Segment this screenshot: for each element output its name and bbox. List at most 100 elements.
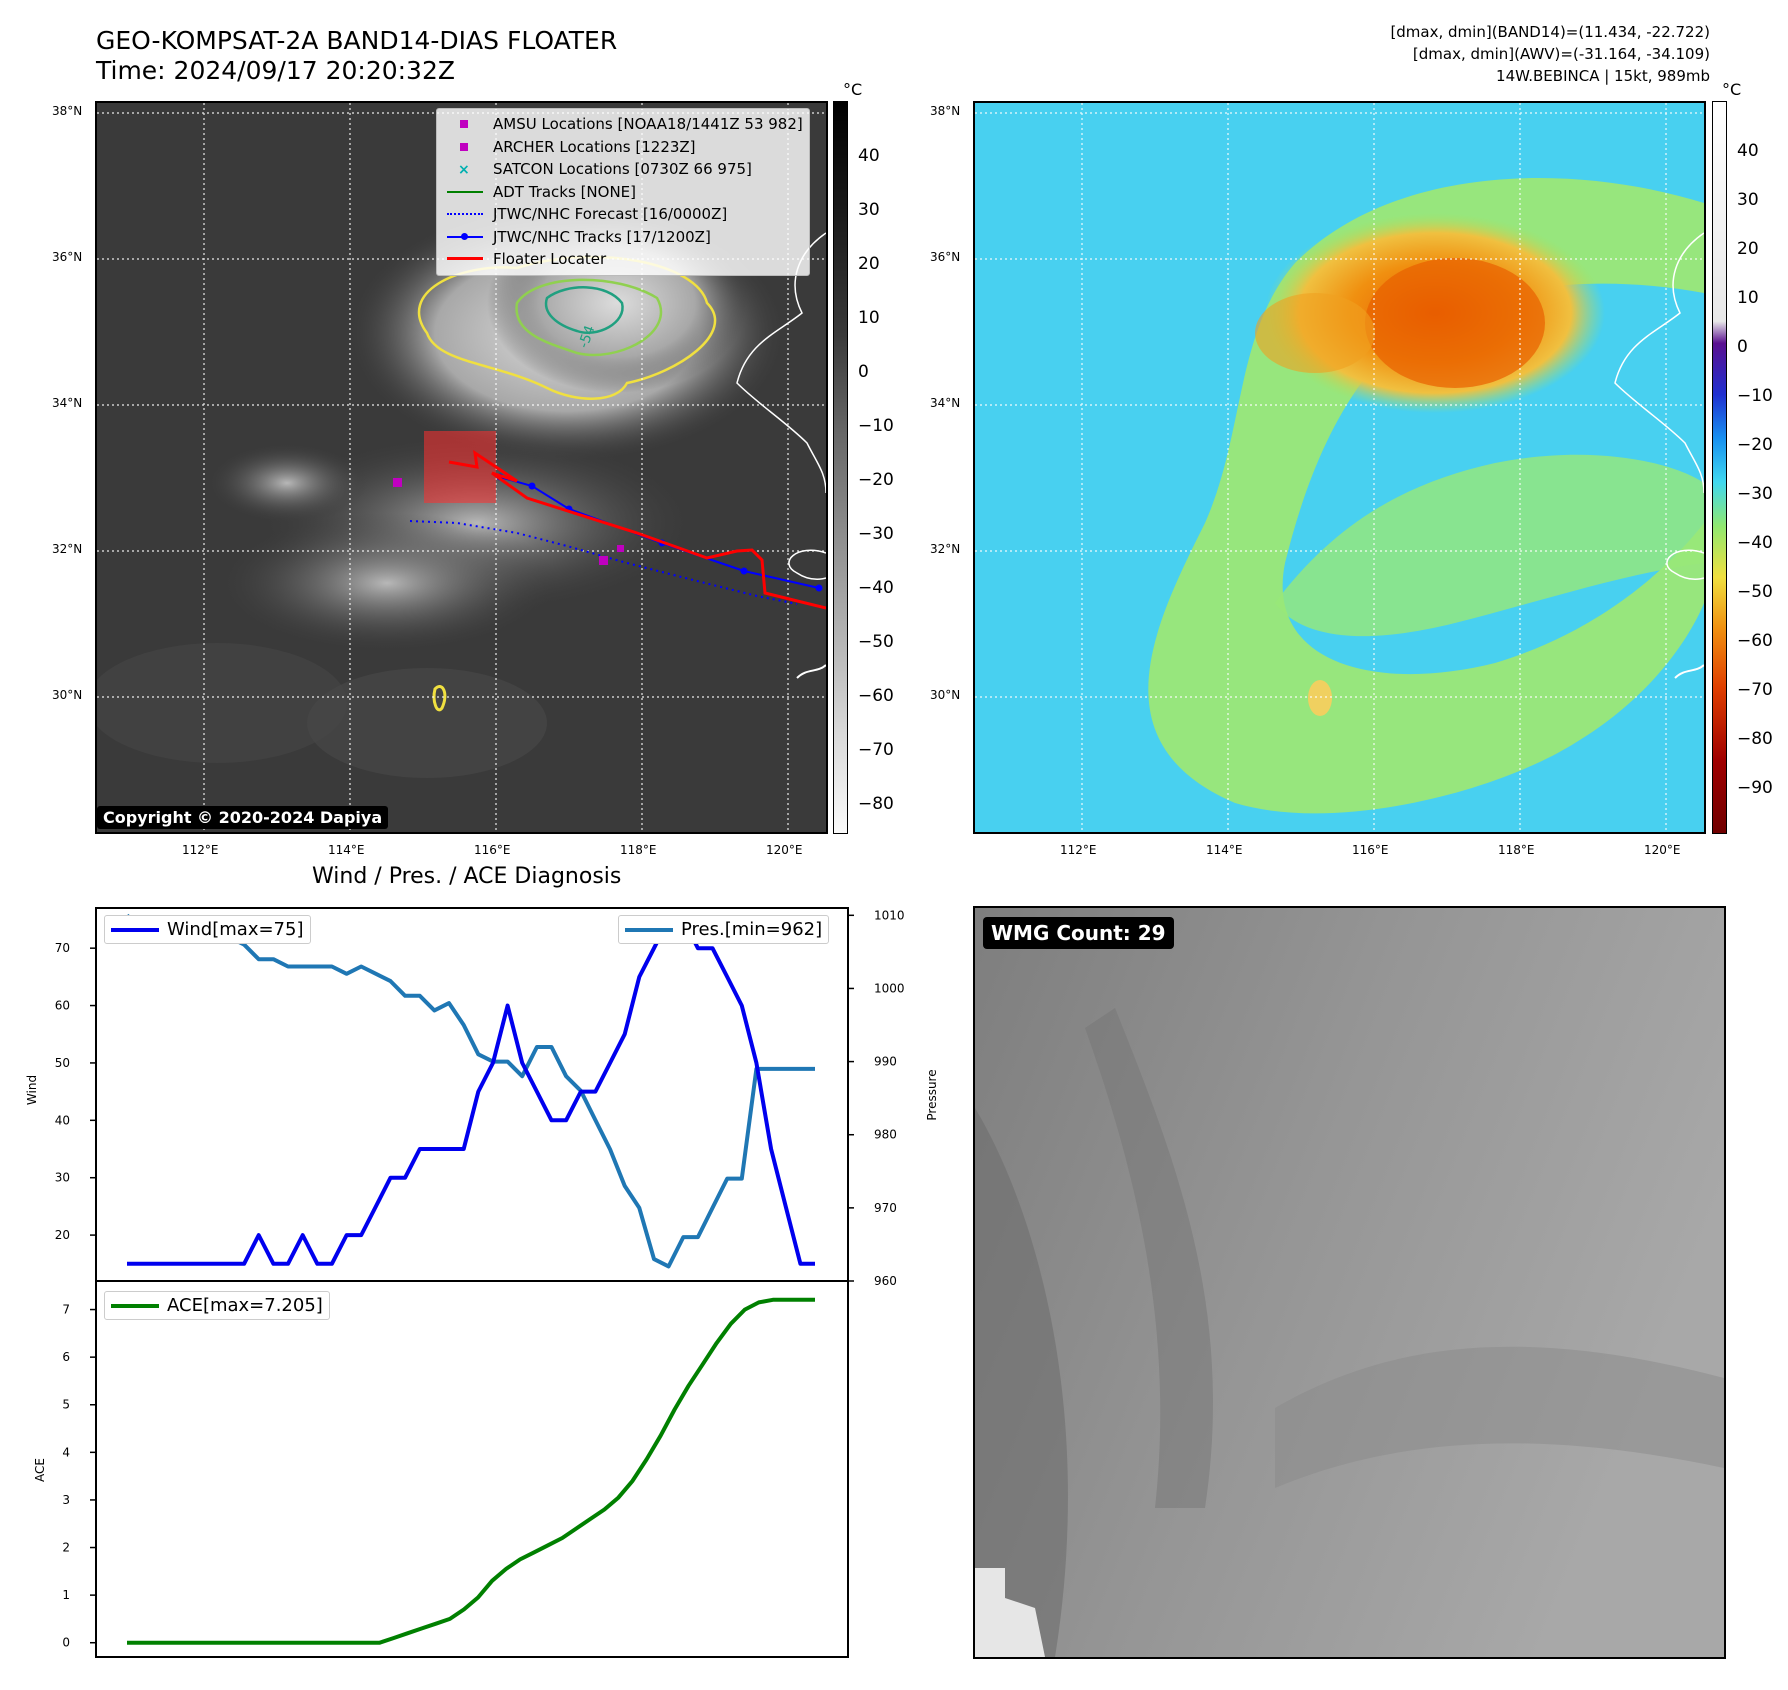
legend-item-tracks: JTWC/NHC Tracks [17/1200Z] — [443, 226, 803, 249]
wv-colorbar-tick: 20 — [1737, 239, 1759, 259]
wv-colorbar-tick: −40 — [1737, 533, 1773, 553]
legend-item-floater: Floater Locater — [443, 248, 803, 271]
legend-label: Floater Locater — [493, 250, 607, 268]
wv-colorbar-tick: −10 — [1737, 386, 1773, 406]
wind-tick-label: 30 — [55, 1171, 70, 1185]
lat-label: 36°N — [52, 250, 83, 264]
ace-tick-label: 5 — [62, 1398, 70, 1412]
ace-tick-label: 6 — [62, 1350, 70, 1364]
ir-colorbar-tick: −70 — [858, 740, 894, 760]
ace-legend-swatch — [111, 1303, 159, 1308]
legend-label: SATCON Locations [0730Z 66 975] — [493, 160, 752, 178]
ace-tick-label: 3 — [62, 1493, 70, 1507]
ir-colorbar-tick: −50 — [858, 632, 894, 652]
ace-tick-label: 0 — [62, 1636, 70, 1650]
ace-tick-label: 7 — [62, 1303, 70, 1317]
wind-tick-label: 60 — [55, 999, 70, 1013]
legend-label: JTWC/NHC Tracks [17/1200Z] — [493, 227, 711, 246]
wv-colorbar-tick: 10 — [1737, 288, 1759, 308]
ace-legend: ACE[max=7.205] — [104, 1291, 330, 1320]
lon-label: 112°E — [182, 843, 219, 857]
contour-label: -54 — [576, 323, 599, 350]
ir-legend: AMSU Locations [NOAA18/1441Z 53 982] ARC… — [436, 108, 810, 276]
ir-colorbar-tick: −40 — [858, 578, 894, 598]
wmg-image — [975, 908, 1724, 1657]
wind-tick-label: 20 — [55, 1228, 70, 1242]
legend-label: ARCHER Locations [1223Z] — [493, 137, 696, 156]
wv-colorbar-tick: 30 — [1737, 190, 1759, 210]
lat-label: 32°N — [52, 542, 83, 556]
pressure-tick-label: 970 — [874, 1201, 897, 1215]
lat-label: 30°N — [52, 688, 83, 702]
wv-colorbar-tick: −20 — [1737, 435, 1773, 455]
lon-label: 118°E — [620, 843, 657, 857]
pressure-legend: Pres.[min=962] — [618, 915, 830, 944]
storm-info: 14W.BEBINCA | 15kt, 989mb — [1496, 67, 1710, 85]
line-icon — [443, 185, 487, 199]
lat-label: 38°N — [930, 104, 961, 118]
ace-legend-label: ACE[max=7.205] — [167, 1295, 323, 1316]
ir-colorbar-tick: 30 — [858, 200, 880, 220]
pressure-tick-label: 990 — [874, 1055, 897, 1069]
wind-legend: Wind[max=75] — [104, 915, 311, 944]
wv-colorbar — [1712, 101, 1727, 834]
ir-colorbar-tick: 20 — [858, 254, 880, 274]
legend-label: AMSU Locations [NOAA18/1441Z 53 982] — [493, 115, 803, 133]
dotted-line-icon — [443, 207, 487, 221]
legend-item-adt: ADT Tracks [NONE] — [443, 181, 803, 204]
legend-item-forecast: JTWC/NHC Forecast [16/0000Z] — [443, 203, 803, 226]
ir-colorbar-tick: −60 — [858, 686, 894, 706]
lat-label: 30°N — [930, 688, 961, 702]
ace-tick-label: 1 — [62, 1588, 70, 1602]
ir-colorbar-tick: −10 — [858, 416, 894, 436]
lon-label: 120°E — [766, 843, 803, 857]
wind-legend-swatch — [111, 927, 159, 932]
lat-label: 34°N — [52, 396, 83, 410]
pressure-legend-label: Pres.[min=962] — [681, 919, 823, 940]
legend-label: ADT Tracks [NONE] — [493, 182, 637, 201]
pressure-legend-swatch — [625, 927, 673, 932]
ir-colorbar-tick: 10 — [858, 308, 880, 328]
legend-label: JTWC/NHC Forecast [16/0000Z] — [493, 205, 728, 223]
lon-label: 116°E — [474, 843, 511, 857]
ace-tick-label: 4 — [62, 1445, 70, 1459]
ace-axis-label: ACE — [33, 1458, 47, 1482]
wind-series-line — [127, 917, 815, 1266]
wv-colorbar-unit: °C — [1722, 80, 1742, 99]
awv-range: [dmax, dmin](AWV)=(-31.164, -34.109) — [1412, 45, 1710, 63]
ir-colorbar-tick: 0 — [858, 362, 869, 382]
pressure-tick-label: 960 — [874, 1274, 897, 1288]
chart-title: GEO-KOMPSAT-2A BAND14-DIAS FLOATER — [96, 26, 618, 55]
ace-plot-frame — [95, 1280, 849, 1658]
lon-label: 114°E — [1206, 843, 1243, 857]
line-dot-icon — [443, 230, 487, 244]
chart-time: Time: 2024/09/17 20:20:32Z — [96, 56, 455, 85]
wv-colorbar-tick: −90 — [1737, 778, 1773, 798]
legend-item-satcon: × SATCON Locations [0730Z 66 975] — [443, 158, 803, 181]
wind-legend-label: Wind[max=75] — [167, 919, 304, 940]
legend-item-amsu: AMSU Locations [NOAA18/1441Z 53 982] — [443, 113, 803, 136]
wind-tick-label: 40 — [55, 1113, 70, 1127]
lat-label: 32°N — [930, 542, 961, 556]
line-icon — [443, 252, 487, 266]
lat-label: 34°N — [930, 396, 961, 410]
ir-colorbar-tick: −20 — [858, 470, 894, 490]
pressure-axis-label: Pressure — [925, 1069, 939, 1120]
lon-label: 118°E — [1498, 843, 1535, 857]
wind-tick-label: 50 — [55, 1056, 70, 1070]
ace-tick-label: 2 — [62, 1541, 70, 1555]
band14-range: [dmax, dmin](BAND14)=(11.434, -22.722) — [1390, 23, 1710, 41]
wv-map-panel — [973, 101, 1706, 834]
ace-series-line — [127, 1297, 815, 1645]
wind-plot-frame — [95, 907, 849, 1282]
wv-colorbar-tick: −50 — [1737, 582, 1773, 602]
pressure-tick-label: 1000 — [874, 981, 905, 995]
wv-colorbar-tick: −60 — [1737, 631, 1773, 651]
ir-colorbar-unit: °C — [843, 80, 863, 99]
wmg-panel — [973, 906, 1726, 1659]
lon-label: 120°E — [1644, 843, 1681, 857]
diagnosis-title: Wind / Pres. / ACE Diagnosis — [312, 864, 622, 889]
wv-colorbar-tick: 0 — [1737, 337, 1748, 357]
wv-colorbar-tick: −80 — [1737, 729, 1773, 749]
